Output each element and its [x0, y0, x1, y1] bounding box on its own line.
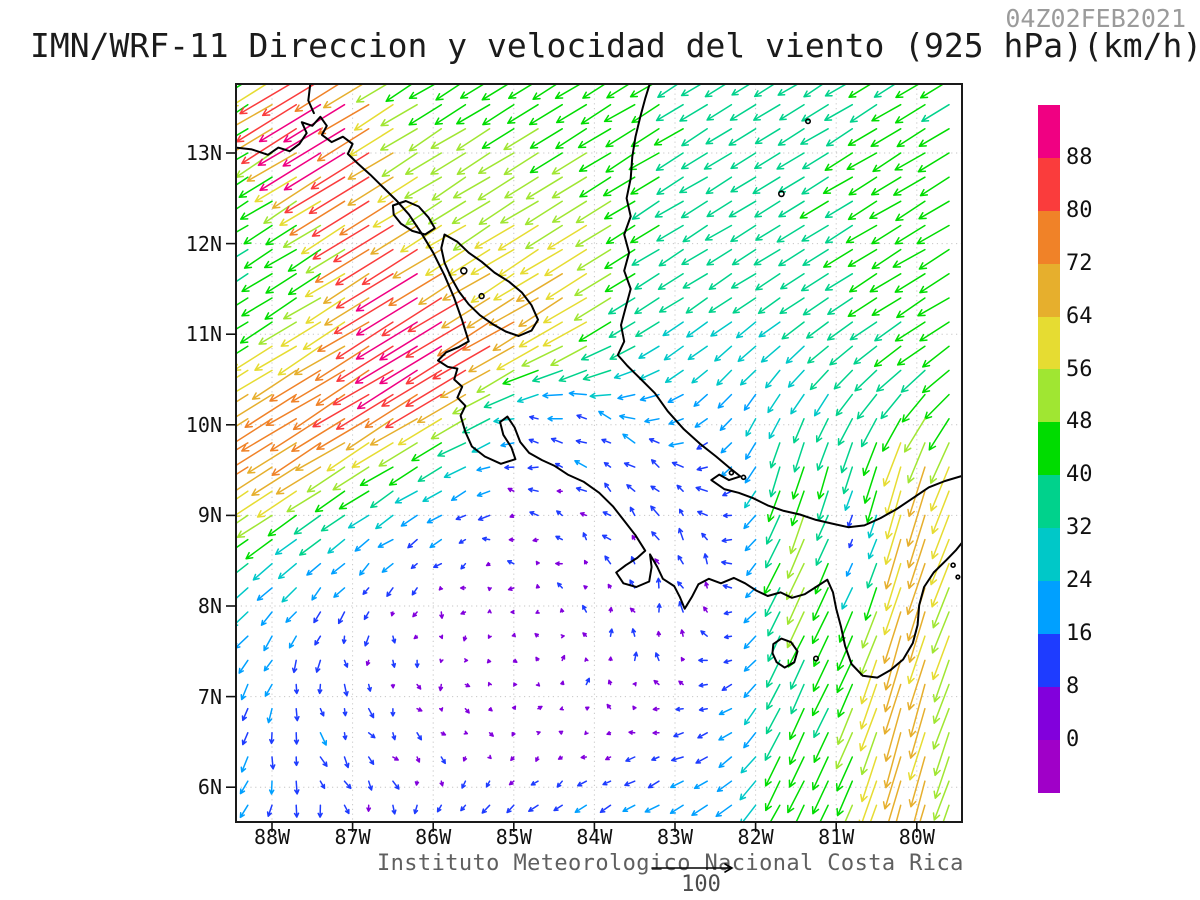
wind-vectors	[236, 321, 878, 822]
colorbar-segment	[1038, 157, 1060, 211]
lat-label: 10N	[185, 412, 222, 437]
colorbar-value: 64	[1066, 303, 1093, 329]
wind-vectors	[236, 84, 950, 822]
lon-label: 81W	[818, 825, 855, 849]
colorbar-segment	[1038, 633, 1060, 687]
wind-vectors	[236, 84, 926, 822]
colorbar-value: 0	[1066, 726, 1080, 752]
lon-label: 87W	[334, 825, 371, 849]
wind-vectors-layer	[236, 84, 950, 822]
colorbar-segment	[1038, 528, 1060, 582]
colorbar-segment	[1038, 475, 1060, 529]
coastlines	[236, 84, 962, 679]
lon-label: 84W	[576, 825, 613, 849]
wind-vectors	[236, 84, 491, 430]
grid-lines	[236, 84, 962, 822]
colorbar-segment	[1038, 686, 1060, 740]
reference-vector-label: 100	[681, 872, 721, 897]
wind-vectors	[365, 487, 709, 812]
colorbar-segment	[1038, 581, 1060, 634]
colorbar-segment	[1038, 263, 1060, 317]
lon-label: 82W	[737, 825, 774, 849]
colorbar-value: 24	[1066, 568, 1093, 594]
wind-vectors	[236, 84, 950, 822]
wind-vectors	[236, 84, 950, 761]
lon-label: 88W	[253, 825, 291, 849]
lat-label: 9N	[197, 503, 222, 528]
lat-label: 7N	[197, 684, 222, 709]
wind-vectors	[236, 84, 515, 476]
colorbar-value: 80	[1066, 197, 1093, 223]
colorbar-segment	[1038, 369, 1060, 423]
lat-label: 8N	[197, 594, 222, 618]
axis-ticks	[226, 152, 918, 832]
lon-label: 80W	[898, 825, 935, 849]
wind-vectors	[257, 103, 443, 410]
lat-label: 11N	[185, 322, 222, 347]
wind-vectors	[236, 84, 950, 822]
timestamp: 04Z02FEB2021	[1005, 4, 1186, 33]
lat-label: 13N	[185, 141, 222, 165]
colorbar-value: 16	[1066, 621, 1093, 646]
colorbar-value: 56	[1066, 356, 1093, 382]
colorbar-value: 8	[1066, 673, 1080, 699]
lat-label: 6N	[197, 775, 222, 800]
lon-label: 86W	[415, 825, 452, 849]
wind-vectors	[241, 414, 854, 818]
colorbar-value: 88	[1066, 144, 1093, 170]
colorbar-segment	[1038, 105, 1060, 158]
colorbar-segment	[1038, 316, 1060, 370]
chart-title: IMN/WRF-11 Direccion y velocidad del vie…	[30, 26, 1200, 65]
lat-label: 12N	[185, 231, 222, 256]
lon-label: 83W	[656, 825, 694, 849]
colorbar-segment	[1038, 739, 1060, 793]
colorbar-value: 48	[1066, 409, 1093, 435]
wind-vectors	[236, 390, 854, 819]
map-frame	[235, 83, 963, 823]
colorbar-segment	[1038, 210, 1060, 264]
lon-label: 85W	[495, 825, 532, 849]
colorbar-segment	[1038, 422, 1060, 476]
colorbar-value: 72	[1066, 250, 1093, 276]
colorbar-value: 32	[1066, 515, 1093, 541]
colorbar-value: 40	[1066, 462, 1093, 488]
colorbar	[1038, 105, 1060, 793]
